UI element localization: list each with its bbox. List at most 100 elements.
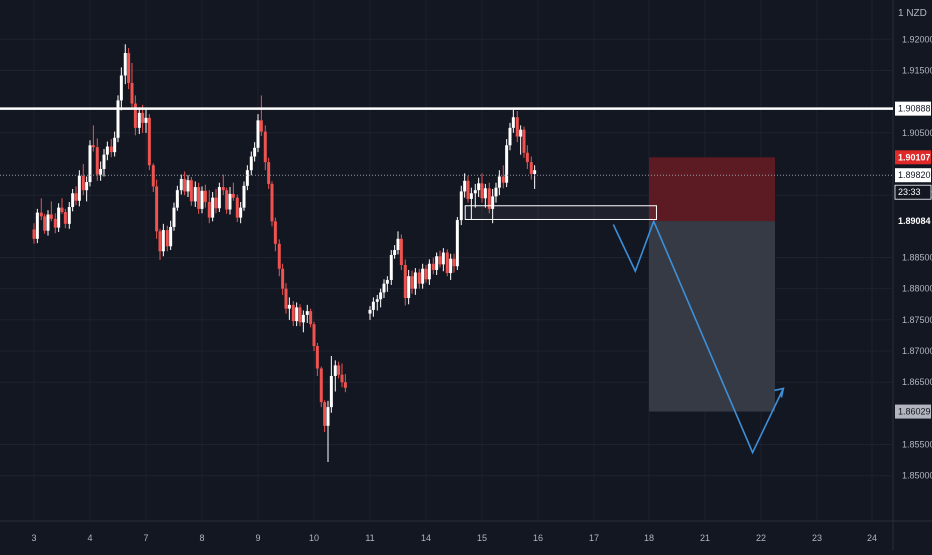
candle-body	[123, 53, 127, 76]
time-tick-label: 16	[533, 533, 543, 543]
candle-body	[319, 368, 323, 403]
candle-series	[32, 44, 537, 462]
candle-body	[88, 145, 92, 183]
candle-body	[435, 256, 439, 270]
candle-body	[113, 137, 117, 153]
arrow-head-icon	[774, 387, 785, 398]
candle-body	[186, 180, 190, 192]
candle-body	[99, 168, 103, 175]
candle-body	[329, 375, 333, 408]
candle-body	[277, 243, 281, 269]
take-profit-zone[interactable]	[649, 221, 775, 412]
price-tag-resistance-label: 1.90888	[898, 104, 931, 114]
time-tick-label: 7	[143, 533, 148, 543]
candle-body	[161, 230, 165, 252]
candle-body	[71, 193, 75, 208]
candle-body	[413, 272, 417, 289]
candle-body	[533, 170, 537, 174]
candle-body	[77, 175, 81, 201]
time-tick-label: 14	[421, 533, 431, 543]
candle-body	[119, 75, 123, 101]
candle-body	[228, 193, 232, 210]
candle-body	[333, 365, 337, 376]
price-tag-countdown[interactable]	[894, 184, 932, 200]
time-tick-label: 9	[255, 533, 260, 543]
candle-body	[385, 279, 389, 284]
candle-body	[85, 182, 89, 191]
candle-body	[315, 346, 319, 369]
candle-body	[487, 188, 491, 209]
candle-body	[225, 190, 229, 210]
candle-body	[379, 292, 383, 300]
price-tick-label: 1.85000	[902, 471, 932, 481]
stop-loss-zone[interactable]	[649, 157, 775, 222]
candle-body	[399, 238, 403, 265]
candle-body	[273, 221, 277, 244]
candle-body	[249, 156, 253, 171]
candle-body	[43, 216, 47, 231]
candle-body	[519, 129, 523, 137]
candle-body	[501, 176, 505, 183]
price-tick-label: 1.91500	[902, 65, 932, 75]
candle-body	[441, 252, 445, 265]
candle-body	[427, 263, 431, 280]
candle-body	[239, 207, 243, 218]
candle-body	[231, 193, 235, 198]
candle-body	[473, 190, 477, 194]
candle-body	[396, 238, 400, 251]
candle-body	[32, 229, 36, 239]
price-tag-current[interactable]	[895, 168, 931, 183]
price-tag-target[interactable]	[895, 404, 931, 419]
candle-body	[151, 165, 155, 187]
candle-body	[312, 324, 316, 347]
time-tick-label: 21	[700, 533, 710, 543]
support-zone-box[interactable]	[464, 205, 657, 220]
candle-body	[389, 255, 393, 280]
candle-body	[259, 120, 263, 132]
candle-body	[375, 299, 379, 302]
candle-body	[491, 196, 495, 209]
candle-body	[183, 178, 187, 192]
candle-body	[200, 190, 204, 209]
price-tick-label: 1.92000	[902, 34, 932, 44]
candle-body	[305, 311, 309, 315]
candle-body	[242, 185, 246, 208]
candle-body	[466, 180, 470, 199]
candle-body	[207, 202, 211, 218]
candle-body	[133, 103, 137, 128]
time-tick-label: 11	[365, 533, 374, 543]
candle-body	[116, 100, 120, 138]
candle-body	[477, 183, 481, 191]
candle-body	[505, 145, 509, 183]
candle-body	[270, 183, 274, 222]
candle-body	[74, 193, 78, 201]
candle-body	[281, 268, 285, 289]
candle-body	[63, 211, 67, 224]
time-tick-label: 10	[309, 533, 319, 543]
candle-body	[287, 304, 291, 309]
candle-body	[309, 311, 313, 325]
projection-line[interactable]	[612, 219, 785, 455]
candle-body	[445, 252, 449, 274]
price-tag-stop[interactable]	[895, 150, 931, 165]
candle-body	[497, 176, 501, 188]
candle-body	[169, 226, 173, 247]
candle-body	[105, 146, 109, 155]
candle-body	[141, 112, 145, 123]
candle-body	[340, 374, 344, 383]
candle-body	[410, 276, 414, 289]
price-tag-entry[interactable]	[895, 214, 931, 229]
price-axis: 1.920001.915001.905001.895001.885001.880…	[894, 34, 932, 481]
candle-body	[515, 117, 519, 137]
candle-body	[424, 268, 428, 280]
candle-body	[407, 276, 411, 299]
candle-body	[267, 162, 271, 184]
price-tick-label: 1.87000	[902, 346, 932, 356]
candle-body	[127, 53, 131, 83]
candle-body	[179, 178, 183, 191]
price-tag-resistance[interactable]	[895, 101, 931, 116]
candle-body	[455, 220, 459, 267]
